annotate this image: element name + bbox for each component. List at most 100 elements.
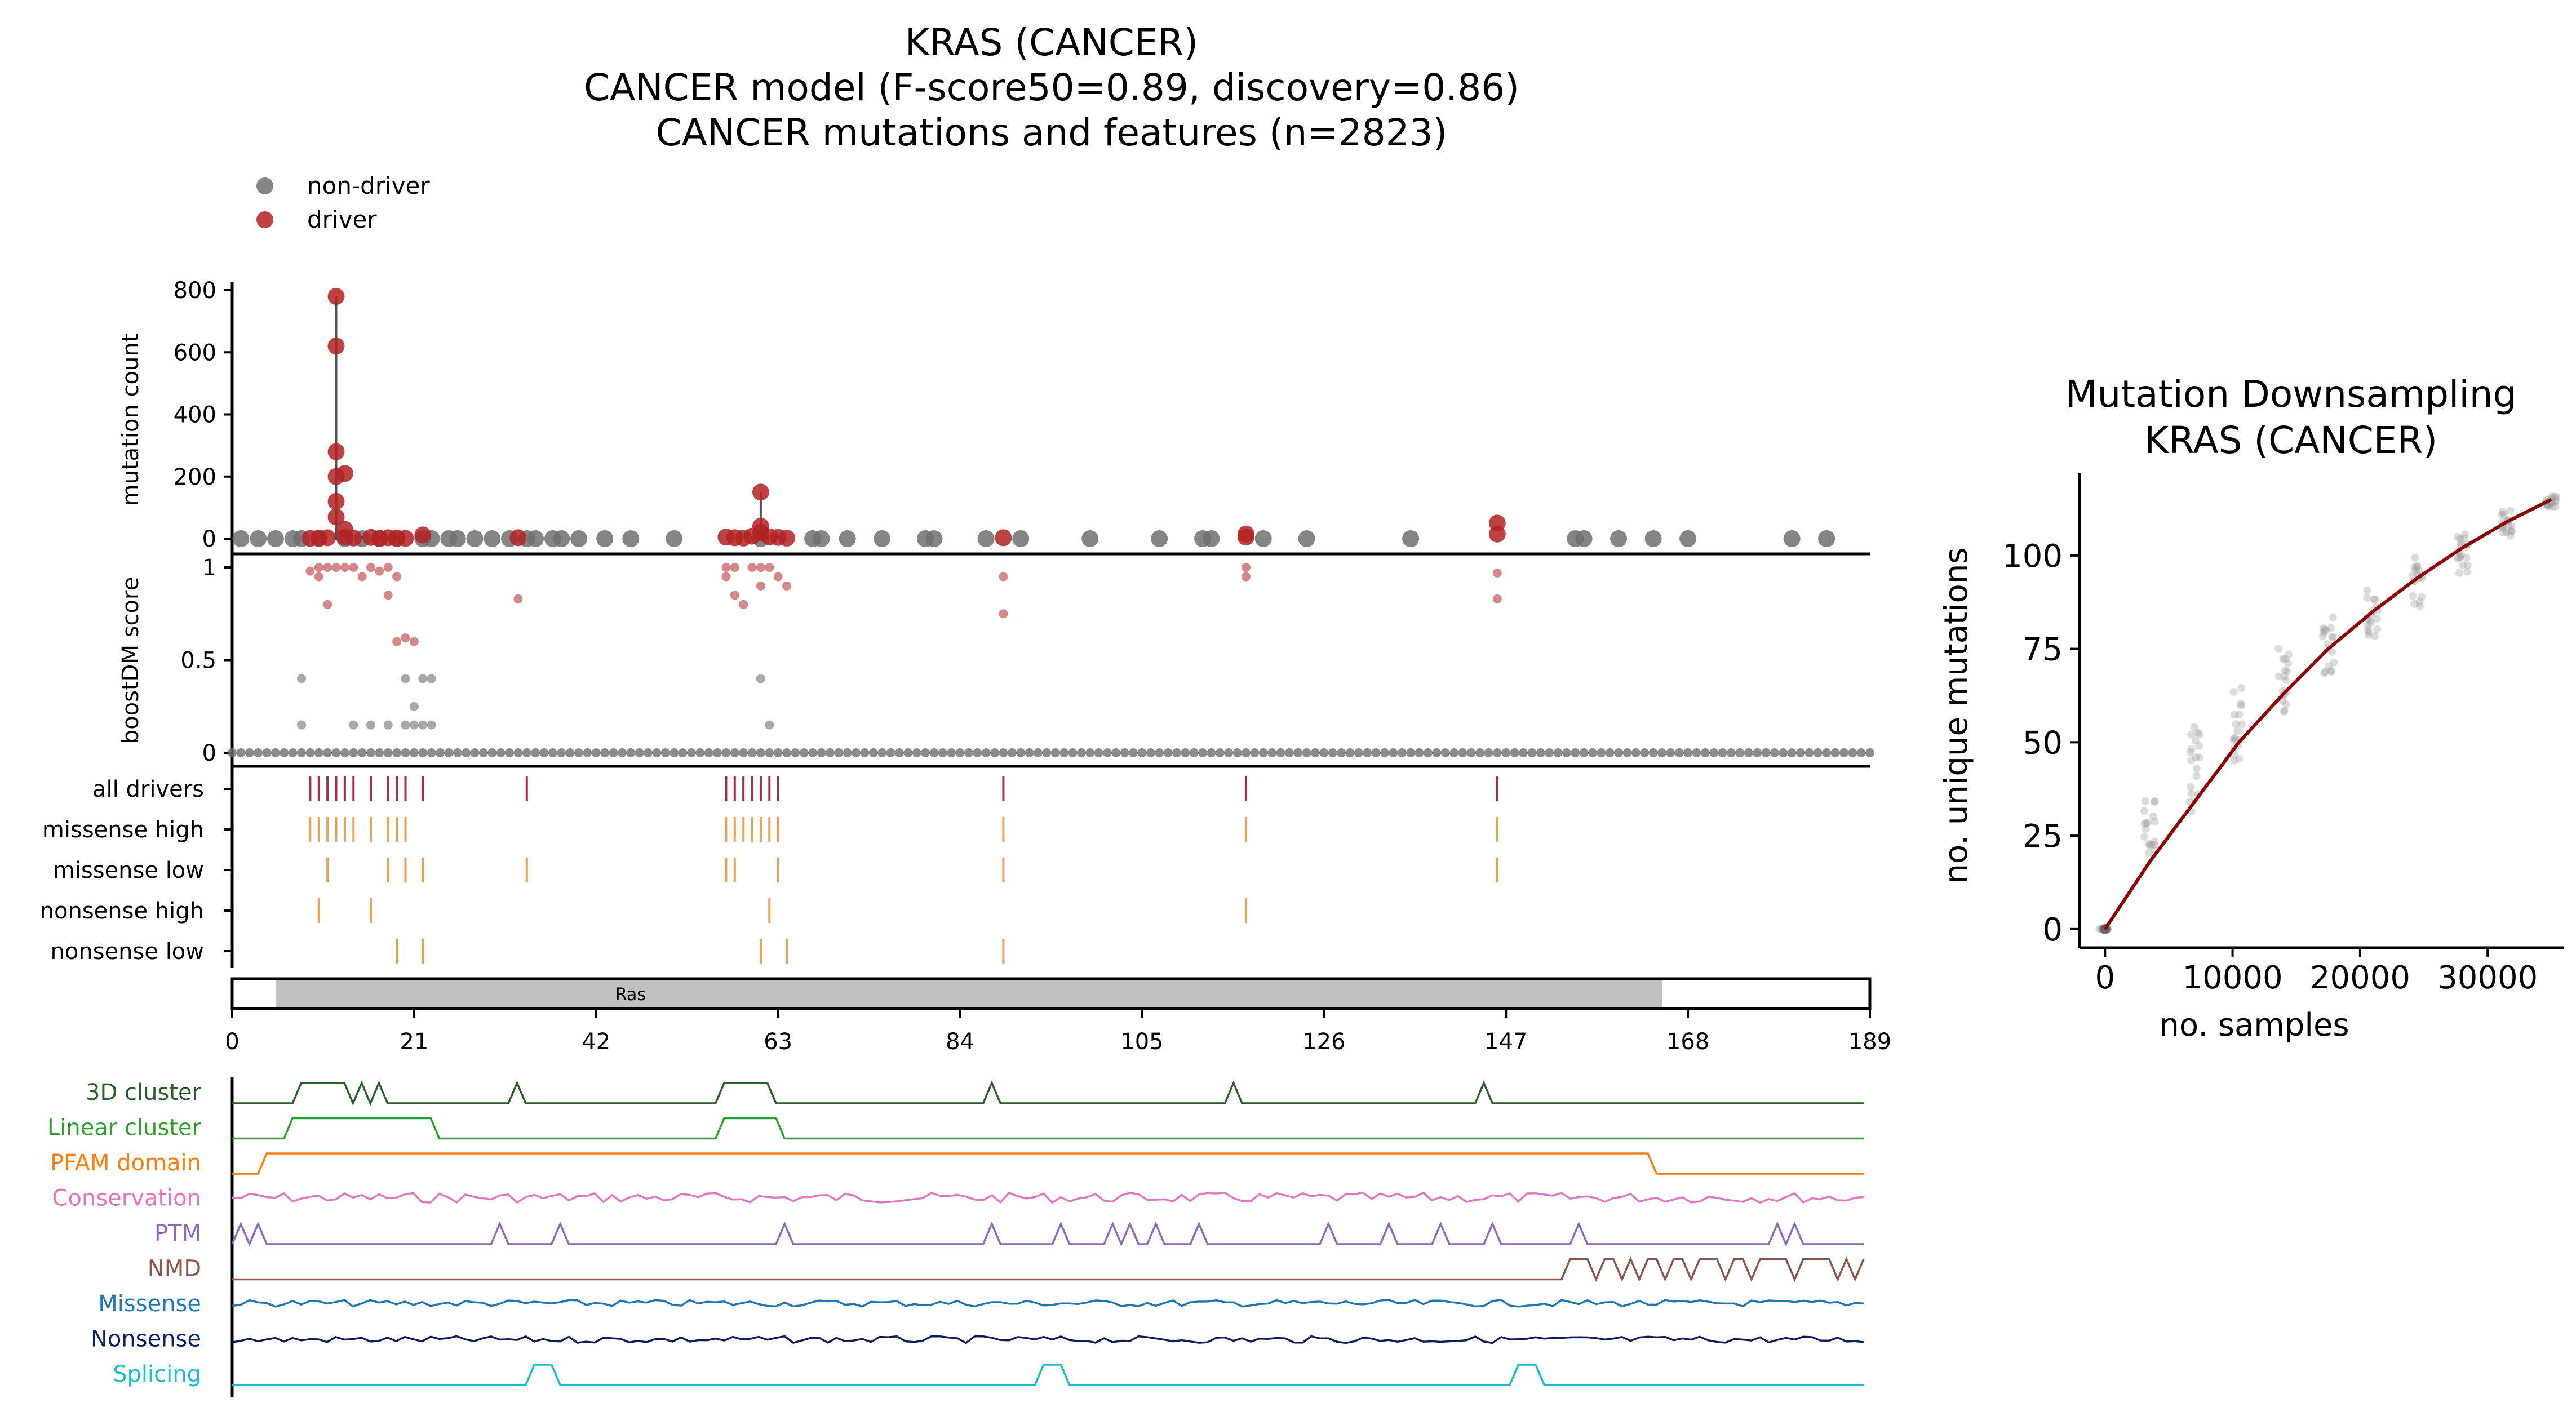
- downsampling-panel: Mutation Downsampling KRAS (CANCER) no. …: [1938, 372, 2564, 1044]
- boostdm-baseline-point: [1640, 748, 1650, 757]
- boostdm-baseline-point: [262, 748, 272, 757]
- downsampling-sample-point: [2552, 492, 2561, 501]
- boostdm-driver-point: [756, 581, 765, 591]
- non-driver-point: [1783, 530, 1801, 547]
- boostdm-non-driver-point: [401, 674, 410, 683]
- downsampling-sample-point: [2455, 553, 2463, 562]
- boostdm-baseline-point: [548, 748, 557, 757]
- boostdm-baseline-point: [1657, 748, 1666, 757]
- boostdm-baseline-point: [1770, 748, 1779, 757]
- boostdm-baseline-point: [323, 748, 332, 757]
- downsampling-ytick-label: 50: [2023, 725, 2063, 761]
- boostdm-baseline-point: [1354, 748, 1363, 757]
- boostdm-baseline-point: [1545, 748, 1554, 757]
- downsampling-sample-point: [2147, 841, 2156, 849]
- boostdm-driver-point: [773, 572, 783, 582]
- downsampling-sample-point: [2191, 736, 2200, 745]
- boostdm-baseline-point: [1007, 748, 1017, 757]
- downsampling-sample-point: [2457, 539, 2465, 547]
- boostdm-non-driver-point: [297, 674, 307, 683]
- boostdm-baseline-point: [375, 748, 384, 757]
- non-driver-point: [1644, 530, 1662, 547]
- feature-track-line: [232, 1257, 1865, 1282]
- boostdm-baseline-point: [877, 748, 887, 757]
- boostdm-baseline-point: [305, 748, 315, 757]
- boostdm-baseline-point: [678, 748, 688, 757]
- feature-track-label: Linear cluster: [47, 1115, 202, 1141]
- feature-track-label: Splicing: [113, 1361, 201, 1387]
- driver-point: [327, 492, 345, 510]
- downsampling-sample-point: [2551, 502, 2560, 511]
- boostdm-baseline-point: [392, 748, 402, 757]
- boostdm-baseline-point: [600, 748, 610, 757]
- boostdm-non-driver-point: [366, 720, 376, 730]
- boostdm-driver-point: [756, 563, 765, 572]
- feature-track-label: Nonsense: [91, 1326, 201, 1352]
- downsampling-sample-point: [2149, 812, 2157, 820]
- driver-point: [319, 529, 336, 547]
- downsampling-xtick-label: 30000: [2437, 960, 2538, 996]
- boostdm-baseline-point: [1648, 748, 1658, 757]
- boostdm-driver-point: [392, 637, 402, 646]
- downsampling-sample-point: [2416, 602, 2424, 610]
- boostdm-baseline-point: [1129, 748, 1138, 757]
- downsampling-sample-point: [2192, 772, 2201, 780]
- boostdm-baseline-point: [1068, 748, 1078, 757]
- downsampling-sample-point: [2329, 613, 2337, 622]
- downsampling-sample-point: [2325, 662, 2333, 671]
- boostdm-driver-point: [730, 563, 739, 572]
- boostdm-baseline-point: [1155, 748, 1164, 757]
- boostdm-baseline-point: [1562, 748, 1571, 757]
- boostdm-baseline-point: [660, 748, 670, 757]
- downsampling-sample-point: [2506, 507, 2515, 515]
- downsampling-sample-point: [2320, 669, 2329, 677]
- downsampling-axes: 0 10000 20000 30000 0 25 50 75 100: [2002, 473, 2564, 996]
- downsampling-ytick-label: 75: [2023, 632, 2063, 668]
- boostdm-driver-point: [314, 572, 323, 582]
- non-driver-point: [925, 530, 943, 547]
- boostdm-baseline-point: [894, 748, 904, 757]
- downsampling-sample-point: [2328, 633, 2336, 641]
- boostdm-non-driver-point: [349, 720, 358, 730]
- downsampling-sample-point: [2233, 727, 2242, 735]
- boostdm-baseline-point: [1726, 748, 1736, 757]
- downsampling-sample-point: [2280, 707, 2289, 715]
- downsampling-sample-point: [2140, 820, 2149, 828]
- non-driver-point: [466, 530, 484, 547]
- non-driver-point: [1402, 530, 1420, 547]
- mutation-count-ytick-label: 400: [174, 402, 216, 428]
- boostdm-baseline-point: [921, 748, 930, 757]
- position-xtick-label: 168: [1666, 1029, 1709, 1055]
- boostdm-driver-point: [1492, 568, 1502, 578]
- boostdm-baseline-point: [1865, 748, 1874, 757]
- boostdm-baseline-point: [478, 748, 488, 757]
- non-driver-point: [1254, 530, 1272, 547]
- non-driver-point: [232, 530, 250, 547]
- downsampling-ytick-label: 100: [2002, 538, 2063, 575]
- boostdm-baseline-point: [357, 748, 367, 757]
- downsampling-sample-point: [2551, 498, 2560, 506]
- downsampling-sample-point: [2418, 593, 2426, 601]
- boostdm-baseline-point: [834, 748, 844, 757]
- position-xtick-label: 0: [225, 1029, 239, 1055]
- downsampling-ytick-label: 0: [2042, 912, 2063, 948]
- boostdm-baseline-point: [522, 748, 531, 757]
- feature-track-label: Missense: [98, 1291, 201, 1317]
- boostdm-baseline-point: [981, 748, 991, 757]
- boostdm-baseline-point: [331, 748, 341, 757]
- mutation-count-ytick-label: 0: [202, 526, 216, 552]
- boostdm-baseline-point: [1510, 748, 1519, 757]
- position-xtick-label: 105: [1120, 1029, 1163, 1055]
- consequence-row-label: missense high: [42, 817, 204, 843]
- downsampling-sample-point: [2370, 596, 2379, 604]
- domain-panel: Ras 0 21 42 63 84 105 126 147 168 189: [225, 977, 1891, 1055]
- boostdm-baseline-point: [236, 748, 246, 757]
- downsampling-sample-point: [2281, 676, 2290, 684]
- mutation-count-ylabel: mutation count: [118, 334, 144, 507]
- boostdm-baseline-point: [903, 748, 913, 757]
- boostdm-baseline-point: [1059, 748, 1069, 757]
- boostdm-baseline-point: [1241, 748, 1251, 757]
- boostdm-non-driver-point: [427, 674, 436, 683]
- boostdm-baseline-point: [1181, 748, 1190, 757]
- boostdm-baseline-point: [704, 748, 713, 757]
